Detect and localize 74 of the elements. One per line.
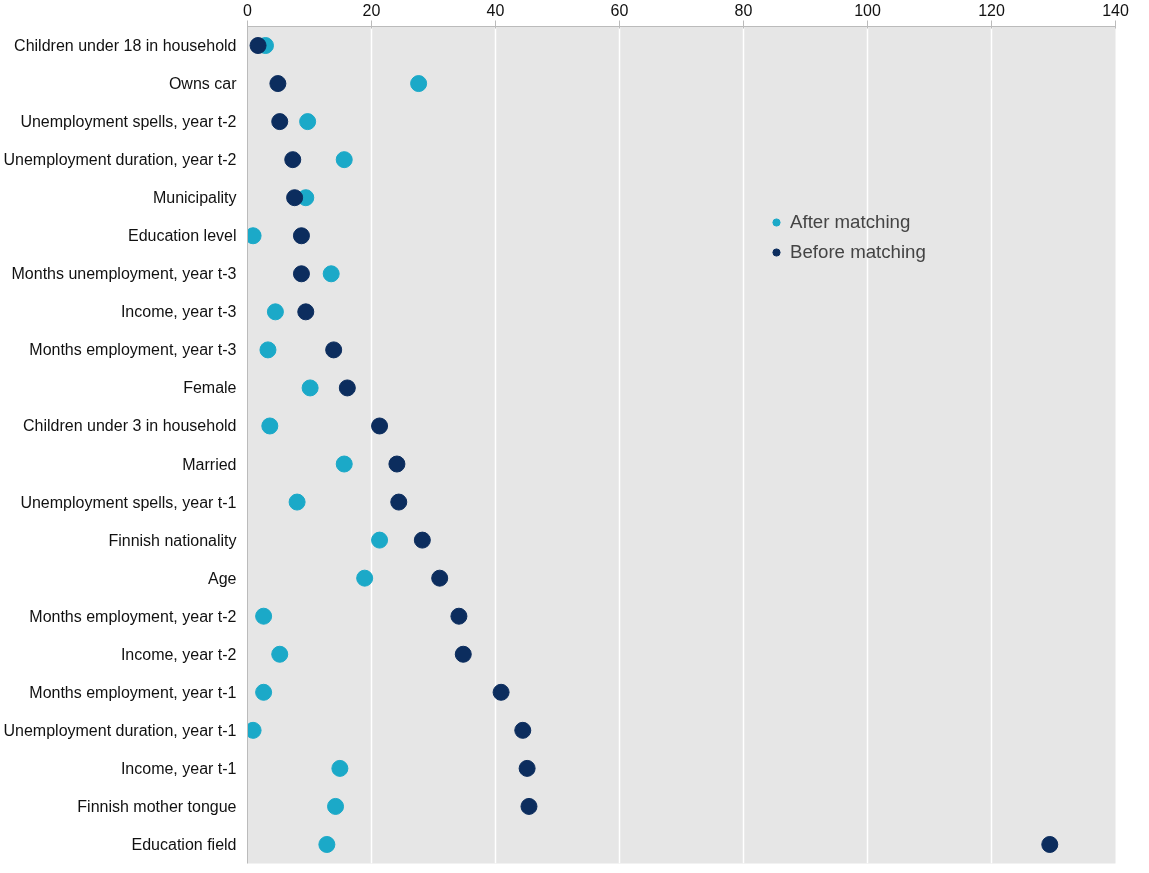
point [286, 189, 304, 207]
point [247, 227, 262, 245]
point [492, 683, 510, 701]
point [261, 417, 279, 435]
point [371, 417, 389, 435]
y-tick-label: Finnish nationality [108, 531, 237, 549]
x-tick-label: 100 [854, 1, 881, 19]
point [266, 303, 284, 321]
point [299, 113, 317, 131]
point [322, 265, 340, 283]
point [297, 303, 315, 321]
point [356, 569, 374, 587]
y-tick-label: Income, year t-3 [120, 303, 237, 321]
point [271, 645, 289, 663]
y-tick-label: Finnish mother tongue [77, 797, 237, 815]
y-tick-label: Female [183, 379, 237, 397]
point [255, 683, 273, 701]
y-tick-label: Education field [131, 835, 237, 853]
point [318, 835, 336, 853]
point [292, 265, 310, 283]
point [338, 379, 356, 397]
legend-label: Before matching [790, 241, 926, 263]
point [390, 493, 408, 511]
y-tick-label: Unemployment spells, year t-1 [20, 493, 237, 511]
point [288, 493, 306, 511]
y-tick-label: Months employment, year t-3 [29, 341, 237, 359]
y-tick-label: Income, year t-1 [120, 759, 237, 777]
x-tick-label: 60 [610, 1, 629, 19]
y-tick-label: Unemployment duration, year t-2 [3, 151, 237, 169]
point [1041, 835, 1059, 853]
y-tick-label: Married [182, 455, 237, 473]
point [269, 75, 287, 93]
point [371, 531, 389, 549]
y-tick-label: Children under 3 in household [23, 417, 237, 435]
legend-label: After matching [790, 211, 911, 233]
point [413, 531, 431, 549]
point [292, 227, 310, 245]
y-tick-label: Age [208, 569, 237, 587]
y-tick-label: Unemployment duration, year t-1 [3, 721, 237, 739]
point [284, 151, 302, 169]
x-tick-label: 20 [362, 1, 381, 19]
point [518, 759, 536, 777]
point [331, 759, 349, 777]
y-tick-label: Municipality [152, 189, 237, 207]
y-tick-label: Owns car [168, 75, 238, 93]
point [249, 37, 267, 55]
point [301, 379, 319, 397]
point [431, 569, 449, 587]
point [325, 341, 343, 359]
y-tick-label: Unemployment spells, year t-2 [20, 113, 237, 131]
y-tick-label: Children under 18 in household [14, 37, 237, 55]
point [335, 455, 353, 473]
x-tick-label: 140 [1102, 1, 1129, 19]
y-tick-label: Months employment, year t-1 [29, 683, 237, 701]
x-tick-label: 120 [978, 1, 1005, 19]
point [388, 455, 406, 473]
y-tick-label: Education level [127, 227, 237, 245]
x-tick-label: 40 [486, 1, 505, 19]
point [520, 797, 538, 815]
x-tick-label: 0 [243, 1, 253, 19]
point [335, 151, 353, 169]
point [255, 607, 273, 625]
point [450, 607, 468, 625]
point [410, 75, 428, 93]
point [514, 721, 532, 739]
point [247, 721, 262, 739]
y-tick-label: Months unemployment, year t-3 [11, 265, 237, 283]
x-tick-label: 80 [734, 1, 753, 19]
point [259, 341, 277, 359]
point [454, 645, 472, 663]
point [327, 797, 345, 815]
y-tick-label: Months employment, year t-2 [29, 607, 237, 625]
y-tick-label: Income, year t-2 [120, 645, 237, 663]
point [271, 113, 289, 131]
